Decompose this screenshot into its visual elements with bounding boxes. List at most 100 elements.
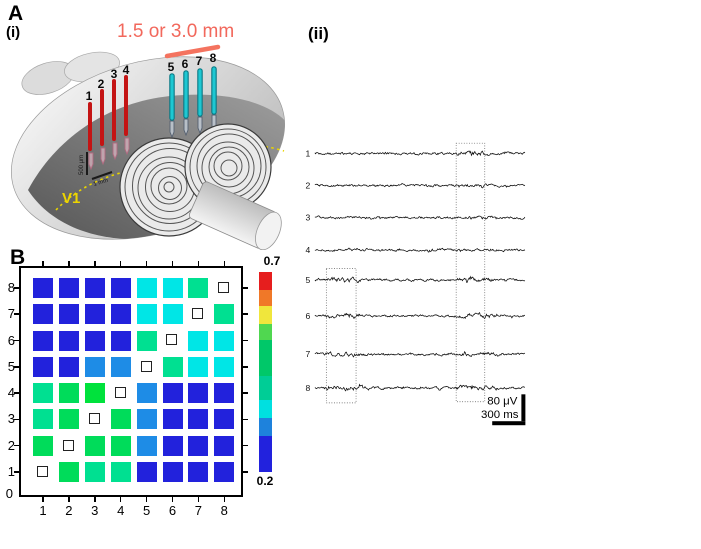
- matrix-cell-r2c8: [214, 435, 235, 456]
- x-tick-label: 1: [39, 503, 47, 518]
- matrix-axes-box: [19, 266, 243, 497]
- matrix-cell-r6c5: [136, 330, 157, 351]
- matrix-diagonal-marker: [140, 360, 152, 372]
- width-scale-bar: [91, 171, 113, 180]
- axis-tick: [223, 261, 226, 266]
- x-tick-label: 3: [91, 503, 99, 518]
- axis-tick: [243, 471, 248, 473]
- matrix-cell-r6c8: [214, 330, 235, 351]
- y-tick-label: 6: [7, 332, 15, 348]
- matrix-cell-r7c2: [58, 304, 79, 325]
- axis-tick: [119, 261, 122, 266]
- trace-label-7: 7: [306, 349, 311, 359]
- voltage-scale-label: 80 μV: [487, 396, 517, 408]
- lfp-trace-5: [314, 275, 526, 284]
- lfp-trace-1: [314, 150, 526, 157]
- matrix-cell-r2c4: [110, 435, 131, 456]
- axis-tick: [14, 339, 19, 342]
- axis-tick: [14, 418, 19, 421]
- matrix-cell-r5c4: [110, 356, 131, 377]
- x-tick-label: 7: [194, 503, 202, 518]
- y-tick-label: 1: [7, 464, 15, 479]
- matrix-cell-r6c2: [58, 330, 79, 351]
- y-tick-label: 8: [7, 279, 15, 295]
- matrix-cell-r5c6: [162, 356, 183, 377]
- axis-tick: [243, 287, 248, 289]
- matrix-cell-r4c1: [33, 383, 53, 404]
- matrix-cell-r5c2: [58, 356, 79, 377]
- panel-ii-label: (ii): [308, 24, 329, 43]
- x-tick-label: 4: [117, 503, 125, 518]
- matrix-cell-r6c3: [84, 330, 105, 351]
- axis-tick: [68, 261, 70, 266]
- y-tick-label: 5: [7, 358, 15, 374]
- x-tick-label: 2: [65, 503, 73, 518]
- axis-tick: [243, 313, 248, 315]
- axis-tick: [243, 444, 248, 447]
- matrix-cell-r8c7: [188, 277, 209, 298]
- axis-tick: [197, 497, 200, 502]
- highlight-box-early: [325, 268, 357, 404]
- electrode-number-5: 5: [168, 60, 175, 74]
- distance-label: 1.5 or 3.0 mm: [117, 21, 234, 42]
- matrix-cell-r5c7: [188, 356, 209, 377]
- trace-label-2: 2: [306, 180, 311, 190]
- y-tick-label: 2: [7, 437, 15, 453]
- matrix-cell-r8c1: [33, 277, 53, 298]
- panel-b-label: B: [10, 246, 26, 269]
- axis-tick: [197, 261, 200, 266]
- colorbar: [259, 272, 272, 472]
- matrix-cell-r2c6: [162, 435, 183, 456]
- y-tick-label: 3: [7, 411, 15, 427]
- y-axis-origin-label: 0: [5, 486, 13, 501]
- matrix-cell-r1c2: [58, 462, 79, 482]
- lfp-trace-7: [314, 351, 526, 358]
- matrix-cell-r2c5: [136, 435, 157, 456]
- x-tick-label: 5: [142, 503, 151, 518]
- trace-label-6: 6: [306, 311, 311, 321]
- axis-tick: [94, 261, 96, 266]
- matrix-cell-r4c8: [214, 383, 235, 404]
- lfp-trace-8: [314, 383, 525, 392]
- distance-indicator-line: [164, 44, 221, 59]
- matrix-cell-r3c8: [214, 409, 235, 430]
- matrix-cell-r4c6: [162, 383, 183, 404]
- matrix-diagonal-marker: [62, 439, 74, 451]
- axis-tick: [14, 471, 19, 473]
- axis-tick: [14, 313, 19, 315]
- matrix-cell-r3c2: [58, 409, 79, 430]
- trace-label-3: 3: [306, 212, 311, 222]
- time-scale-label: 300 ms: [481, 409, 519, 421]
- matrix-cell-r8c5: [136, 277, 157, 298]
- matrix-cell-r7c1: [33, 304, 53, 325]
- axis-tick: [42, 497, 44, 502]
- cyan-electrodes: [170, 67, 216, 120]
- axis-tick: [243, 339, 248, 342]
- axis-tick: [223, 497, 226, 502]
- axis-tick: [243, 392, 248, 394]
- matrix-diagonal-marker: [192, 308, 204, 320]
- brainstem: [188, 181, 282, 250]
- axis-tick: [145, 497, 148, 502]
- electrode-number-6: 6: [182, 57, 189, 71]
- matrix-cell-r4c5: [136, 383, 157, 404]
- brain-illustration: V1 500 μm 1 mm 1 2 3 4 5 6 7 8 1.5 or 3.: [11, 21, 292, 250]
- matrix-cell-r1c3: [84, 462, 105, 482]
- time-scale-bar: [492, 421, 526, 426]
- matrix-cell-r6c1: [33, 330, 53, 351]
- lfp-trace-3: [314, 215, 526, 220]
- axis-tick: [68, 497, 70, 502]
- axis-tick: [119, 497, 122, 502]
- matrix-cell-r5c1: [33, 356, 53, 377]
- lfp-trace-2: [314, 182, 526, 189]
- matrix-cell-r7c8: [214, 304, 235, 325]
- v1-label: V1: [62, 190, 80, 207]
- matrix-cell-r7c6: [162, 304, 183, 325]
- matrix-cell-r6c4: [110, 330, 131, 351]
- axis-tick: [243, 418, 248, 421]
- x-tick-label: 8: [220, 503, 228, 518]
- matrix-cell-r3c4: [110, 409, 131, 430]
- matrix-diagonal-marker: [36, 465, 48, 477]
- matrix-diagonal-marker: [218, 281, 230, 293]
